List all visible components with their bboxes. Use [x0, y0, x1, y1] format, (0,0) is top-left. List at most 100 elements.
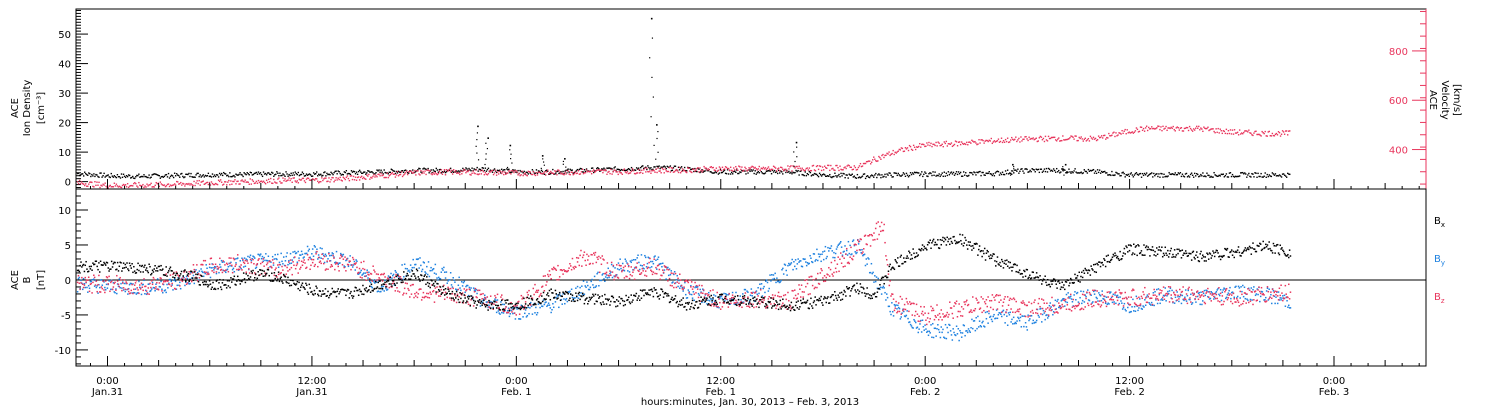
data-point [795, 169, 797, 172]
data-point [907, 149, 910, 152]
data-point [606, 173, 608, 175]
data-point [367, 277, 369, 279]
data-point [537, 289, 540, 292]
data-point [223, 171, 225, 174]
data-point [153, 278, 156, 281]
data-point [713, 300, 716, 303]
data-point [619, 172, 621, 174]
data-point [246, 181, 248, 183]
data-point [487, 167, 490, 170]
data-point [609, 167, 611, 169]
data-point [100, 286, 103, 288]
data-point [890, 153, 892, 156]
data-point [1197, 173, 1199, 176]
data-point [960, 336, 963, 338]
data-point [672, 272, 674, 275]
data-point [747, 172, 749, 174]
data-point [1144, 127, 1147, 129]
data-point [119, 287, 121, 289]
data-point [386, 288, 389, 291]
data-point [908, 174, 911, 177]
data-point [1155, 173, 1157, 176]
data-point [382, 173, 384, 175]
data-point [1072, 171, 1074, 174]
data-point [840, 246, 843, 248]
data-point [127, 290, 130, 293]
data-point [690, 293, 693, 296]
data-point [679, 287, 681, 289]
data-point [104, 280, 107, 282]
data-point [1050, 306, 1052, 308]
data-point [541, 285, 544, 288]
data-point [528, 289, 530, 292]
data-point [527, 173, 529, 175]
data-point [108, 176, 110, 178]
data-point [1242, 133, 1244, 135]
data-point [752, 166, 754, 168]
data-point [225, 181, 227, 183]
data-point [1142, 174, 1145, 177]
data-point [256, 182, 259, 184]
data-point [521, 298, 523, 300]
data-point [1084, 170, 1087, 173]
data-point [510, 309, 512, 312]
data-point [210, 257, 213, 260]
data-point [655, 158, 657, 160]
data-point [381, 171, 383, 173]
data-point [186, 173, 188, 176]
data-point [601, 255, 604, 257]
data-point [291, 259, 293, 261]
data-point [594, 286, 597, 288]
data-point [593, 171, 595, 174]
data-point [368, 277, 371, 280]
data-point [1017, 139, 1019, 141]
data-point [834, 252, 837, 255]
data-point [825, 175, 827, 177]
data-point [733, 170, 735, 173]
data-point [839, 165, 841, 167]
data-point [608, 170, 610, 173]
data-point [196, 264, 198, 266]
data-point [1012, 163, 1014, 166]
data-point [738, 172, 740, 175]
data-point [368, 274, 370, 276]
data-point [193, 176, 195, 178]
data-point [318, 182, 320, 184]
data-point [1062, 170, 1064, 172]
data-point [193, 180, 195, 183]
data-point [188, 172, 190, 175]
data-point [411, 171, 413, 173]
data-point [506, 311, 509, 314]
data-point [233, 180, 235, 183]
data-point [95, 173, 97, 176]
data-point [1213, 296, 1216, 298]
data-point [1143, 130, 1146, 132]
data-point [138, 292, 140, 295]
data-point [509, 170, 511, 172]
data-point [1122, 132, 1124, 135]
density-tick-label: 40 [58, 60, 71, 71]
data-point [350, 268, 352, 271]
data-point [438, 277, 441, 280]
data-point [1019, 316, 1022, 319]
data-point [529, 172, 532, 174]
data-point [625, 275, 627, 278]
data-point [1024, 168, 1026, 170]
data-point [274, 174, 276, 176]
data-point [683, 287, 685, 290]
data-point [1084, 294, 1086, 296]
data-point [937, 174, 939, 177]
data-point [808, 276, 810, 278]
data-point [93, 285, 96, 287]
data-point [1265, 176, 1267, 179]
data-point [188, 283, 190, 285]
data-point [752, 291, 754, 294]
data-point [621, 269, 624, 271]
data-point [865, 258, 868, 260]
data-point [780, 170, 782, 172]
data-point [807, 263, 810, 265]
data-point [487, 172, 490, 175]
data-point [288, 261, 290, 263]
data-point [400, 170, 403, 172]
